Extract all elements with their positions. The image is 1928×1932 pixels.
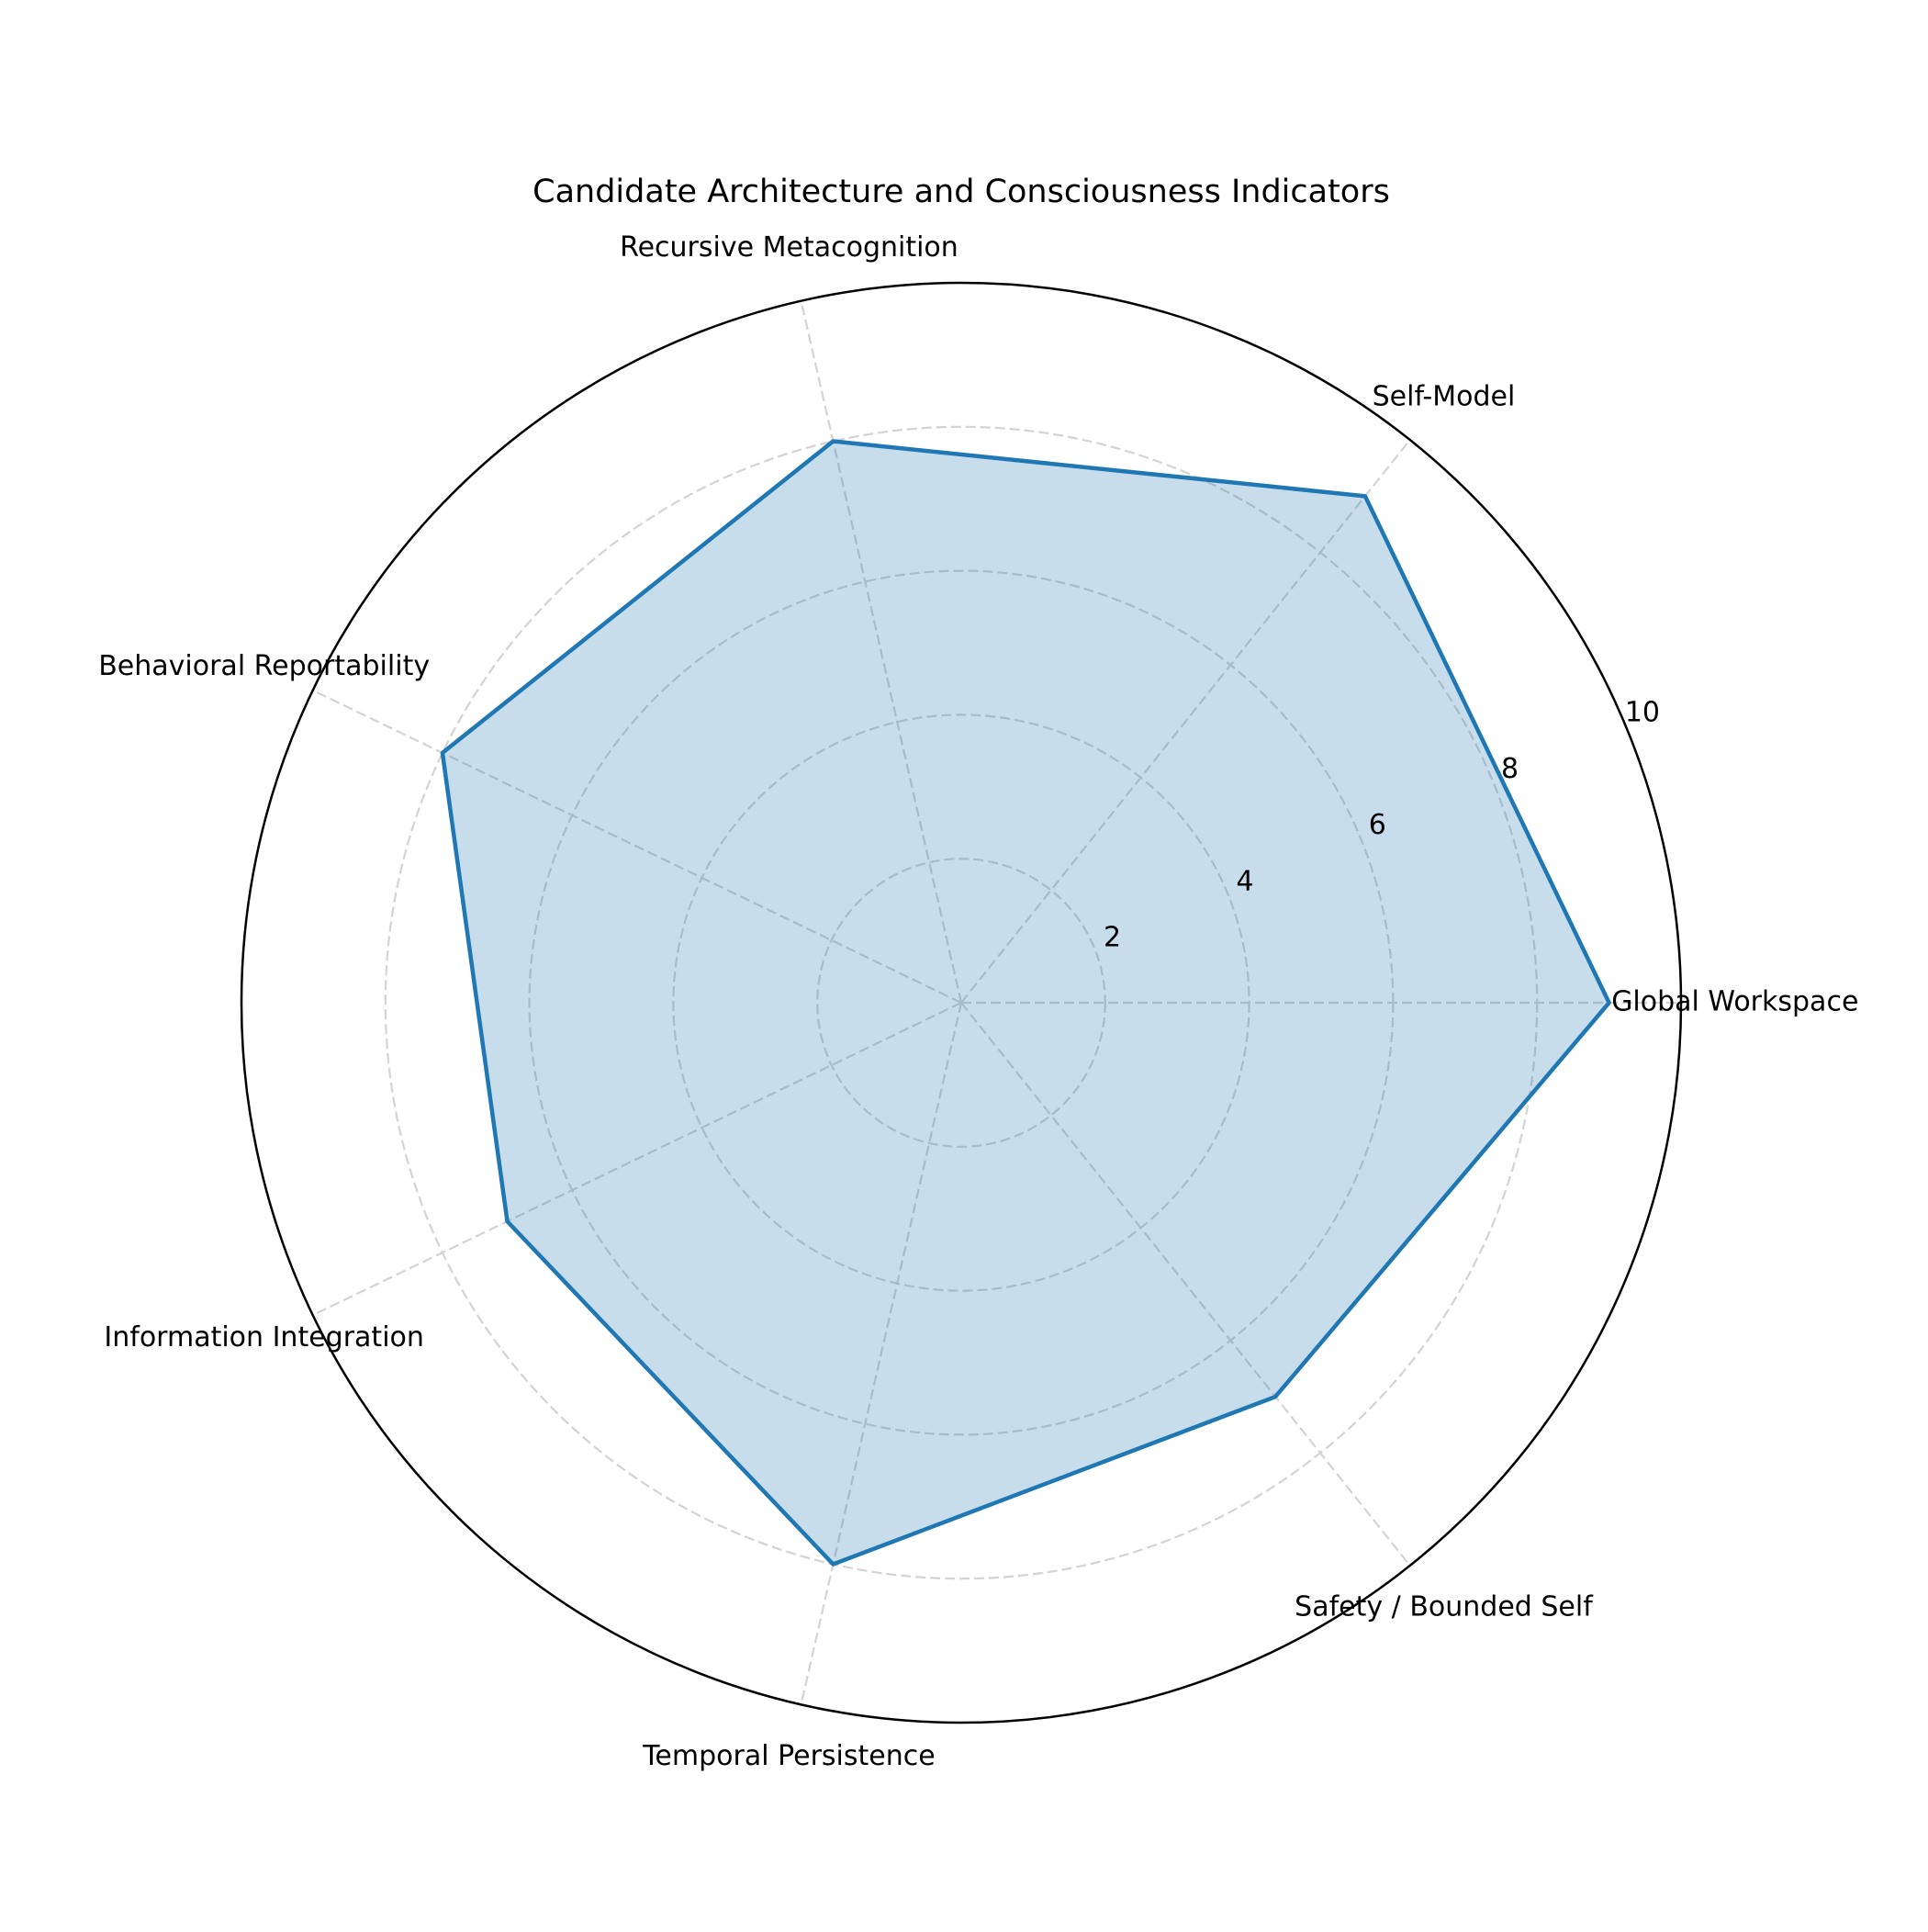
category-label: Global Workspace — [1611, 986, 1858, 1018]
spoke — [312, 1002, 962, 1317]
grid-circle — [816, 858, 1106, 1148]
category-label: Safety / Bounded Self — [1295, 1590, 1594, 1623]
category-label: Temporal Persistence — [642, 1740, 936, 1772]
chart-title: Candidate Architecture and Consciousness… — [532, 174, 1390, 210]
category-label: Behavioral Reportability — [98, 650, 430, 682]
spoke — [800, 1002, 963, 1705]
r-tick-label: 4 — [1236, 865, 1253, 897]
r-tick-label: 2 — [1104, 922, 1121, 954]
r-tick-label: 6 — [1369, 809, 1386, 841]
outer-circle — [240, 281, 1683, 1724]
category-label: Information Integration — [104, 1321, 424, 1354]
r-tick-label: 10 — [1625, 697, 1660, 729]
radar-area — [440, 439, 1611, 1567]
r-tick-label: 8 — [1501, 753, 1519, 785]
category-label: Recursive Metacognition — [620, 231, 958, 264]
category-label: Self-Model — [1373, 381, 1516, 413]
spoke — [960, 1002, 1411, 1567]
spoke — [312, 689, 962, 1004]
spoke — [800, 300, 963, 1004]
spoke — [960, 439, 1411, 1004]
